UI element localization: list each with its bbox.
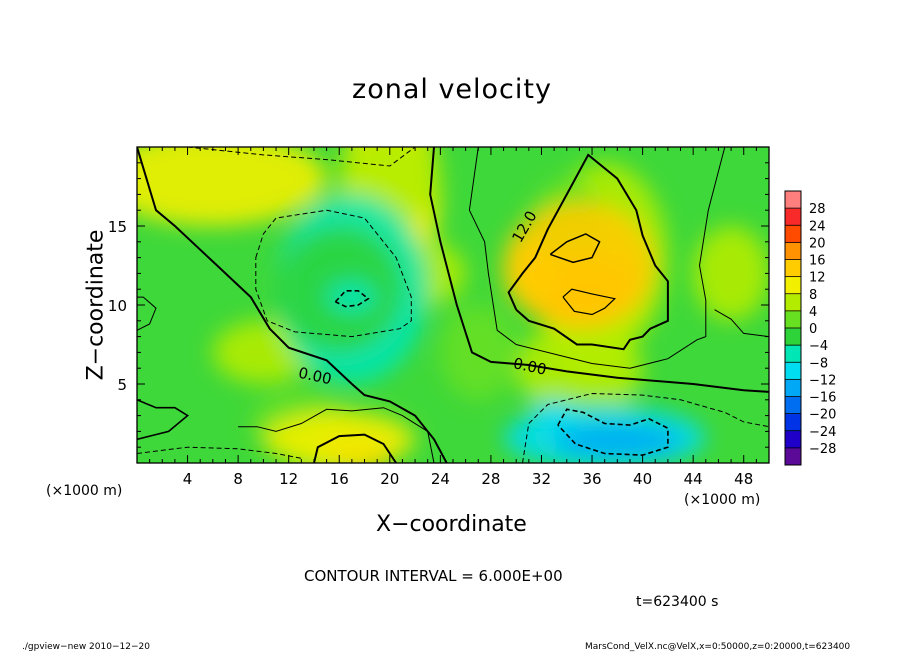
axis-ticks — [137, 147, 769, 463]
x-tick-label: 8 — [233, 470, 243, 488]
colorbar-swatch — [785, 328, 801, 346]
field-region — [326, 281, 378, 313]
colorbar-label: 8 — [809, 288, 817, 303]
colorbar-swatch — [785, 259, 801, 278]
colorbar-swatch — [785, 225, 801, 243]
colorbar-label: 16 — [809, 254, 826, 269]
contour-twelve — [313, 433, 397, 463]
footer-program-info: ./gpview−new 2010−12−20 — [22, 642, 150, 652]
x-axis-label: X−coordinate — [376, 512, 527, 537]
x-unit-left: (×1000 m) — [46, 483, 123, 499]
colorbar-swatch — [785, 345, 801, 363]
colorbar-swatch — [785, 396, 801, 415]
field-region — [554, 425, 681, 457]
x-tick-label: 44 — [684, 470, 703, 488]
heatmap-field — [137, 147, 769, 463]
chart-title: zonal velocity — [352, 74, 552, 105]
colorbar-swatch — [785, 362, 801, 380]
field-region — [137, 147, 327, 226]
colorbar-label: 20 — [809, 236, 826, 251]
contour-six — [238, 407, 435, 463]
x-unit-right: (×1000 m) — [684, 492, 761, 508]
x-tick-label: 12 — [279, 470, 298, 488]
x-tick-label: 4 — [183, 470, 193, 488]
colorbar-swatch — [785, 310, 801, 329]
colorbar-swatch — [785, 242, 801, 260]
time-label: t=623400 s — [636, 594, 719, 610]
field-region — [440, 305, 517, 400]
x-tick-label: 16 — [330, 470, 349, 488]
contour-six — [468, 147, 726, 369]
colorbar-label: −20 — [809, 408, 836, 423]
colorbar-label: 24 — [809, 219, 826, 234]
contour-twelve — [507, 153, 669, 351]
colorbar-label: 4 — [809, 305, 817, 320]
x-tick-label: 32 — [532, 470, 551, 488]
colorbar-label: 0 — [809, 322, 817, 337]
colorbar-label: 12 — [809, 271, 826, 286]
colorbar-swatch — [785, 276, 801, 295]
colorbar-swatch — [785, 413, 801, 432]
y-tick-label: 10 — [108, 297, 127, 315]
colorbar-label: −12 — [809, 373, 836, 388]
colorbar: 28 24 20 16 12 8 4 0 −4 −8 −12 −16 −20 −24 −28 — [784, 190, 836, 466]
contour-neg-twelve — [557, 408, 669, 456]
y-axis-label: Z−coordinate — [83, 229, 109, 381]
contour-negative — [137, 446, 302, 459]
field-region — [693, 226, 769, 321]
colorbar-swatch — [785, 191, 801, 209]
colorbar-swatch — [785, 379, 801, 397]
x-tick-label: 24 — [431, 470, 450, 488]
contour-negative — [522, 392, 769, 463]
colorbar-label: −4 — [809, 339, 828, 354]
colorbar-label: −28 — [809, 442, 836, 457]
contour-zero — [137, 147, 448, 463]
x-tick-label: 28 — [481, 470, 500, 488]
x-tick-label: 40 — [633, 470, 652, 488]
field-region — [503, 241, 555, 305]
contour-twelve — [549, 233, 601, 264]
colorbar-swatch — [785, 447, 801, 466]
x-tick-label: 20 — [380, 470, 399, 488]
field-region — [516, 320, 643, 416]
colorbar-label: −24 — [809, 425, 836, 440]
contour-neg-twelve — [334, 290, 370, 308]
colorbar-label: 28 — [809, 202, 826, 217]
contour-eighteen — [562, 288, 617, 316]
colorbar-swatch — [785, 208, 801, 226]
colorbar-label: −16 — [809, 391, 836, 406]
colorbar-swatch — [785, 293, 801, 312]
contour-six — [137, 296, 157, 331]
x-tick-label: 36 — [582, 470, 601, 488]
x-tick-label: 48 — [734, 470, 753, 488]
contour-zero — [137, 399, 189, 441]
colorbar-swatch — [785, 430, 801, 449]
y-tick-label: 15 — [108, 218, 127, 236]
contour-interval-label: CONTOUR INTERVAL = 6.000E+00 — [304, 567, 563, 585]
colorbar-label: −8 — [809, 356, 828, 371]
footer-file-info: MarsCond_VelX.nc@VelX,x=0:50000,z=0:2000… — [585, 642, 851, 652]
y-tick-label: 5 — [117, 376, 127, 394]
field-region — [528, 399, 580, 432]
contour-negative — [255, 209, 412, 338]
contour-six — [714, 309, 769, 338]
contour-zero — [429, 147, 769, 393]
